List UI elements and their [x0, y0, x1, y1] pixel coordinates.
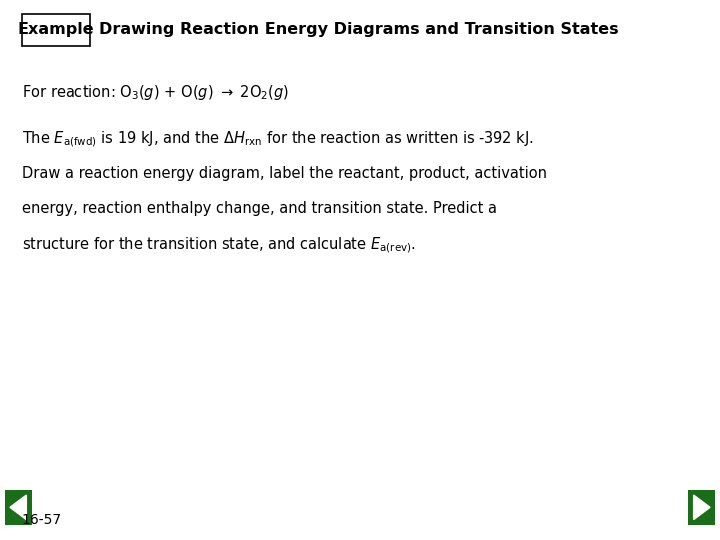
FancyBboxPatch shape [22, 14, 90, 46]
Text: energy, reaction enthalpy change, and transition state. Predict a: energy, reaction enthalpy change, and tr… [22, 201, 497, 217]
Text: Draw a reaction energy diagram, label the reactant, product, activation: Draw a reaction energy diagram, label th… [22, 166, 546, 181]
Text: Drawing Reaction Energy Diagrams and Transition States: Drawing Reaction Energy Diagrams and Tra… [99, 22, 618, 37]
FancyBboxPatch shape [5, 490, 32, 525]
Text: The $\mathit{E}_\mathrm{a(fwd)}$ is 19 kJ, and the $\Delta\mathit{H}_\mathrm{rxn: The $\mathit{E}_\mathrm{a(fwd)}$ is 19 k… [22, 130, 534, 149]
Text: For reaction: O$_3$($g$) + O($g$) $\rightarrow$ 2O$_2$($g$): For reaction: O$_3$($g$) + O($g$) $\righ… [22, 83, 289, 102]
Text: structure for the transition state, and calculate $\mathit{E}_\mathrm{a(rev)}$.: structure for the transition state, and … [22, 235, 415, 254]
Text: 16-57: 16-57 [22, 512, 62, 526]
Text: Example: Example [17, 22, 94, 37]
FancyBboxPatch shape [688, 490, 715, 525]
Polygon shape [693, 495, 710, 519]
Polygon shape [10, 495, 27, 519]
